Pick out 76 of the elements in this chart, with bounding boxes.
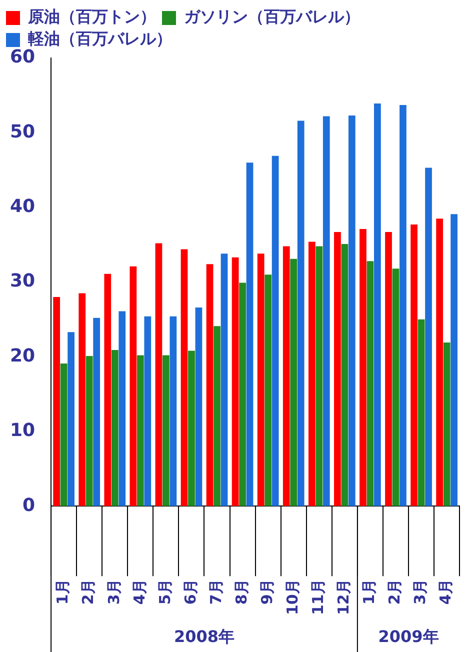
x-tick-label: 10月 bbox=[284, 579, 302, 615]
bar bbox=[290, 258, 298, 506]
bar bbox=[180, 249, 188, 506]
x-tick-label: 2月 bbox=[386, 579, 404, 605]
x-tick-label: 4月 bbox=[130, 579, 148, 605]
legend-label: ガソリン（百万バレル） bbox=[184, 7, 360, 26]
bar bbox=[68, 332, 74, 506]
x-tick-label: 1月 bbox=[54, 579, 72, 605]
bar bbox=[436, 218, 444, 506]
y-tick-label: 50 bbox=[10, 121, 36, 142]
bar bbox=[144, 316, 152, 506]
bar bbox=[93, 318, 100, 506]
legend-label: 原油（百万トン） bbox=[27, 7, 156, 26]
bar bbox=[385, 232, 392, 506]
bar bbox=[272, 156, 279, 506]
legend-label: 軽油（百万バレル） bbox=[27, 29, 172, 48]
bar bbox=[155, 243, 162, 506]
bar bbox=[410, 224, 418, 506]
bar bbox=[418, 319, 425, 506]
bar bbox=[316, 246, 323, 506]
bar bbox=[136, 355, 144, 506]
bar bbox=[214, 326, 220, 506]
bar bbox=[195, 307, 202, 506]
bar bbox=[118, 311, 126, 506]
x-tick-label: 11月 bbox=[309, 579, 328, 615]
bar bbox=[374, 104, 381, 506]
x-tick-label: 9月 bbox=[258, 579, 276, 605]
bar bbox=[450, 214, 458, 506]
bar bbox=[366, 261, 374, 506]
bar bbox=[400, 105, 406, 506]
bar bbox=[53, 297, 60, 506]
bar bbox=[334, 232, 341, 506]
y-tick-label: 40 bbox=[10, 196, 36, 218]
text: 2008年 bbox=[174, 627, 235, 646]
bar bbox=[170, 316, 177, 506]
bar bbox=[443, 342, 450, 506]
x-tick-label: 6月 bbox=[181, 579, 200, 605]
bar bbox=[308, 242, 316, 506]
bar bbox=[348, 116, 356, 506]
bar bbox=[220, 254, 228, 506]
y-tick-label: 20 bbox=[10, 345, 36, 366]
bar bbox=[206, 264, 214, 506]
y-tick-label: 0 bbox=[22, 494, 36, 516]
bar bbox=[282, 246, 290, 506]
bar bbox=[392, 268, 400, 506]
bar bbox=[130, 266, 137, 506]
bar bbox=[257, 254, 264, 506]
y-tick-label: 60 bbox=[10, 46, 36, 68]
bar bbox=[239, 282, 246, 506]
x-tick-label: 4月 bbox=[436, 579, 455, 605]
x-tick-label: 12月 bbox=[334, 579, 353, 615]
bar bbox=[78, 293, 86, 506]
bar bbox=[111, 350, 118, 506]
bar bbox=[188, 350, 195, 506]
bar bbox=[264, 274, 272, 506]
x-tick-label: 3月 bbox=[104, 579, 123, 605]
bar bbox=[341, 244, 348, 506]
text: 2009年 bbox=[378, 627, 439, 646]
y-tick-label: 10 bbox=[10, 420, 36, 442]
bar bbox=[104, 274, 112, 506]
x-tick-label: 2月 bbox=[79, 579, 98, 605]
x-tick-label: 8月 bbox=[232, 579, 250, 605]
bar bbox=[232, 257, 239, 506]
bar bbox=[360, 229, 366, 506]
bar bbox=[297, 120, 304, 506]
bar bbox=[425, 168, 432, 506]
y-tick-label: 30 bbox=[10, 270, 36, 292]
x-tick-label: 7月 bbox=[206, 579, 225, 605]
bar bbox=[246, 162, 254, 506]
bar bbox=[86, 356, 93, 506]
bar bbox=[322, 116, 330, 506]
x-tick-label: 1月 bbox=[360, 579, 378, 605]
bar bbox=[60, 363, 68, 506]
x-tick-label: 5月 bbox=[156, 579, 174, 605]
x-tick-label: 3月 bbox=[411, 579, 430, 605]
bar bbox=[162, 355, 170, 506]
